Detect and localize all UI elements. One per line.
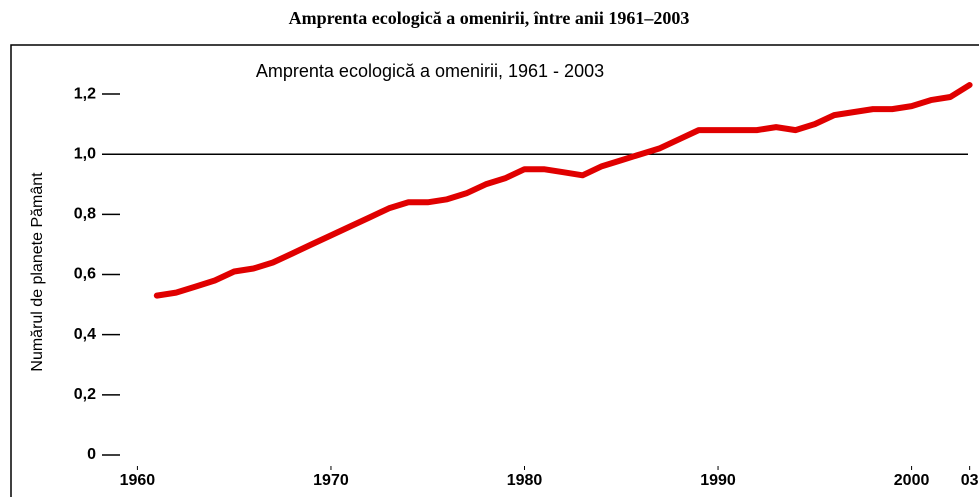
y-tick-label: 1,2 [74, 85, 96, 102]
x-tick-label: 03 [961, 472, 979, 489]
x-tick-label: 1980 [507, 472, 543, 489]
y-tick-label: 1,0 [74, 145, 96, 162]
y-tick-label: 0,4 [74, 326, 96, 343]
y-tick-label: 0 [87, 446, 96, 463]
x-tick-label: 2000 [894, 472, 930, 489]
x-tick-label: 1970 [313, 472, 349, 489]
x-tick-label: 1960 [120, 472, 156, 489]
data-line [153, 82, 973, 299]
y-axis-label: Numărul de planete Pământ [29, 172, 46, 372]
x-tick-label: 1990 [700, 472, 736, 489]
y-tick-label: 0,8 [74, 206, 96, 223]
frame [10, 44, 979, 497]
page-heading: Amprenta ecologică a omenirii, între ani… [289, 8, 690, 28]
chart-title: Amprenta ecologică a omenirii, 1961 - 20… [256, 61, 604, 81]
y-tick-label: 0,2 [74, 386, 96, 403]
y-tick-label: 0,6 [74, 266, 96, 283]
